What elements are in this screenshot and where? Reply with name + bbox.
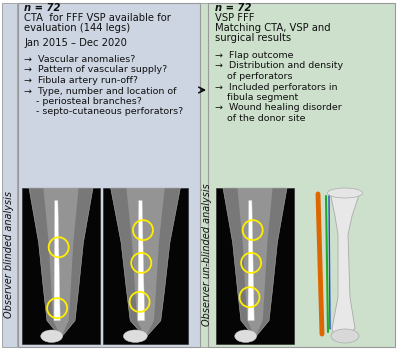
FancyBboxPatch shape — [208, 3, 395, 347]
Polygon shape — [238, 188, 272, 338]
Text: of perforators: of perforators — [215, 72, 292, 81]
Polygon shape — [330, 192, 360, 338]
Text: →  Vascular anomalies?: → Vascular anomalies? — [24, 55, 135, 64]
FancyBboxPatch shape — [216, 188, 294, 344]
Text: →  Type, number and location of: → Type, number and location of — [24, 86, 176, 96]
FancyBboxPatch shape — [2, 3, 17, 347]
FancyBboxPatch shape — [18, 3, 200, 347]
Polygon shape — [44, 188, 78, 338]
Text: Observer un-blinded analysis: Observer un-blinded analysis — [202, 184, 212, 326]
Text: →  Included perforators in: → Included perforators in — [215, 83, 338, 91]
Text: CTA  for FFF VSP available for: CTA for FFF VSP available for — [24, 13, 171, 23]
Polygon shape — [223, 188, 287, 338]
Text: →  Flap outcome: → Flap outcome — [215, 51, 294, 60]
FancyBboxPatch shape — [22, 188, 100, 344]
Text: →  Fibula artery run-off?: → Fibula artery run-off? — [24, 76, 138, 85]
Ellipse shape — [123, 330, 147, 342]
FancyBboxPatch shape — [103, 188, 188, 344]
Text: →  Distribution and density: → Distribution and density — [215, 62, 343, 70]
Polygon shape — [29, 188, 93, 338]
FancyBboxPatch shape — [300, 188, 392, 344]
Text: surgical results: surgical results — [215, 33, 291, 43]
Ellipse shape — [328, 188, 362, 198]
Text: fibula segment: fibula segment — [215, 93, 298, 102]
Text: evaluation (144 legs): evaluation (144 legs) — [24, 23, 130, 33]
Text: Observer blinded analysis: Observer blinded analysis — [4, 191, 14, 318]
Text: - septo-cutaneous perforators?: - septo-cutaneous perforators? — [24, 107, 183, 117]
Text: of the donor site: of the donor site — [215, 114, 306, 123]
Ellipse shape — [41, 330, 62, 342]
Text: - periosteal branches?: - periosteal branches? — [24, 97, 142, 106]
Text: n = 72: n = 72 — [215, 3, 252, 13]
Text: VSP FFF: VSP FFF — [215, 13, 254, 23]
Text: Jan 2015 – Dec 2020: Jan 2015 – Dec 2020 — [24, 38, 127, 48]
Text: →  Wound healing disorder: → Wound healing disorder — [215, 104, 342, 112]
Polygon shape — [126, 188, 165, 338]
Polygon shape — [54, 201, 60, 321]
Polygon shape — [248, 201, 254, 321]
Polygon shape — [138, 201, 145, 321]
Ellipse shape — [331, 329, 359, 343]
Polygon shape — [111, 188, 180, 338]
FancyBboxPatch shape — [200, 3, 215, 347]
Text: Matching CTA, VSP and: Matching CTA, VSP and — [215, 23, 331, 33]
Ellipse shape — [235, 330, 256, 342]
Text: →  Pattern of vascular supply?: → Pattern of vascular supply? — [24, 65, 167, 75]
Text: n = 72: n = 72 — [24, 3, 60, 13]
